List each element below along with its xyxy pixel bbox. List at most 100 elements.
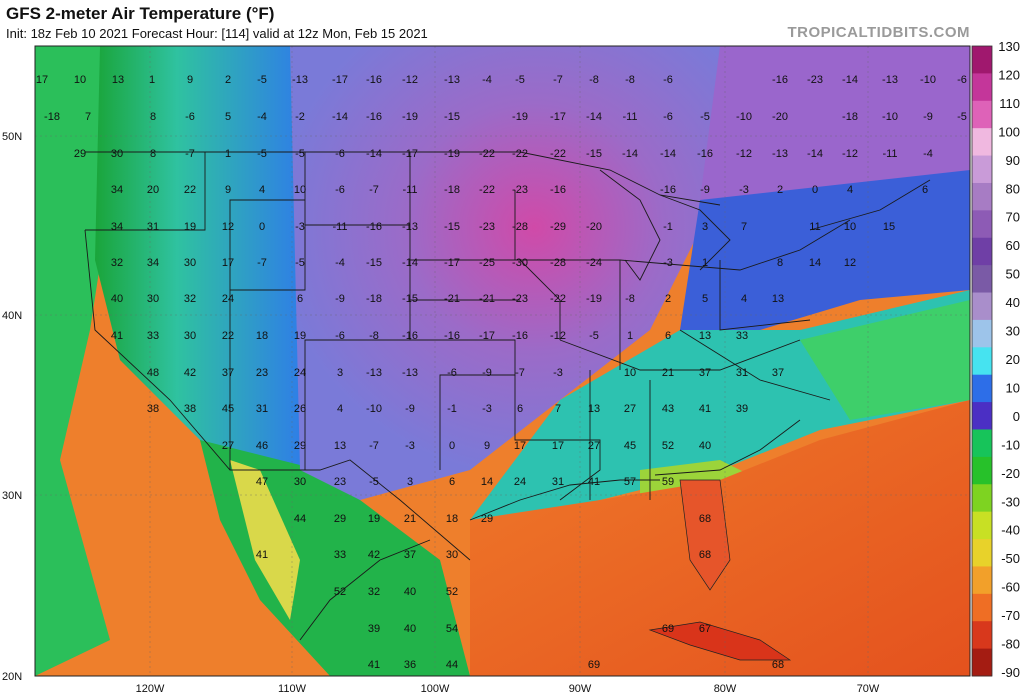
colorbar-tick-label: 50	[1006, 267, 1020, 282]
temperature-value: 17	[222, 257, 234, 269]
temperature-value: 3	[702, 221, 708, 233]
temperature-value: 19	[184, 221, 196, 233]
temperature-value: 0	[812, 184, 818, 196]
temperature-value: 31	[256, 403, 268, 415]
colorbar-tick-label: 40	[1006, 295, 1020, 310]
temperature-value: -4	[482, 74, 492, 86]
colorbar-swatch	[972, 155, 992, 184]
temperature-value: 41	[699, 403, 711, 415]
temperature-value: -23	[512, 293, 528, 305]
temperature-value: -7	[369, 184, 379, 196]
temperature-value: -19	[444, 148, 460, 160]
colorbar-swatch	[972, 347, 992, 376]
temperature-value: 10	[74, 74, 86, 86]
temperature-value: -23	[807, 74, 823, 86]
temperature-value: 11	[809, 221, 820, 233]
temperature-value: -3	[295, 221, 305, 233]
temperature-value: 59	[662, 476, 674, 488]
temperature-value: 52	[446, 586, 458, 598]
temperature-value: 33	[147, 330, 159, 342]
temperature-value: 14	[809, 257, 821, 269]
temperature-value: 3	[337, 367, 343, 379]
colorbar-tick-label: -60	[1001, 580, 1020, 595]
temperature-value: 29	[481, 513, 493, 525]
temperature-value: -18	[444, 184, 460, 196]
temperature-value: -13	[882, 74, 898, 86]
temperature-value: -12	[736, 148, 752, 160]
temperature-value: 0	[259, 221, 265, 233]
temperature-value: 30	[111, 148, 123, 160]
lat-label: 50N	[2, 131, 22, 143]
colorbar-tick-label: 0	[1013, 409, 1020, 424]
map-subtitle: Init: 18z Feb 10 2021 Forecast Hour: [11…	[6, 26, 428, 41]
colorbar-swatch	[972, 593, 992, 622]
temperature-value: 21	[662, 367, 674, 379]
temperature-value: 22	[184, 184, 196, 196]
temperature-value: -5	[589, 330, 599, 342]
map-frame	[34, 45, 971, 677]
temperature-value: 21	[404, 513, 416, 525]
temperature-value: 13	[699, 330, 711, 342]
temperature-value: -16	[772, 74, 788, 86]
temperature-value: 23	[334, 476, 346, 488]
colorbar-tick-label: 30	[1006, 324, 1020, 339]
temperature-value: -5	[700, 111, 710, 123]
temperature-value: 1	[225, 148, 231, 160]
temperature-value: 2	[777, 184, 783, 196]
temperature-value: 17	[36, 74, 48, 86]
temperature-value: 9	[484, 440, 490, 452]
temperature-value: -7	[553, 74, 563, 86]
temperature-value: 26	[294, 403, 306, 415]
temperature-value: 23	[256, 367, 268, 379]
temperature-value: -5	[295, 257, 305, 269]
temperature-value: 4	[741, 293, 747, 305]
map-fill	[35, 46, 970, 676]
colorbar-tick-label: -50	[1001, 551, 1020, 566]
temperature-value: -16	[444, 330, 460, 342]
temperature-value: -12	[550, 330, 566, 342]
temperature-value: -6	[663, 111, 673, 123]
temperature-value: -9	[405, 403, 415, 415]
temperature-value: -17	[444, 257, 460, 269]
temperature-value: 45	[624, 440, 636, 452]
temperature-value: -10	[882, 111, 898, 123]
temperature-value: -11	[402, 184, 417, 196]
temperature-value: -1	[663, 221, 673, 233]
temperature-value: -16	[550, 184, 566, 196]
temperature-value: 6	[517, 403, 523, 415]
temperature-value: -28	[512, 221, 528, 233]
temperature-value: -5	[257, 74, 267, 86]
temperature-value: 19	[294, 330, 306, 342]
temperature-value: -5	[257, 148, 267, 160]
temperature-value: 31	[552, 476, 564, 488]
colorbar-swatch	[972, 566, 992, 595]
temperature-value: 38	[184, 403, 196, 415]
temperature-value: 9	[187, 74, 193, 86]
temperature-value: -14	[586, 111, 602, 123]
temperature-value: 40	[111, 293, 123, 305]
temperature-value: -18	[842, 111, 858, 123]
temperature-value: 39	[736, 403, 748, 415]
temperature-value: 8	[150, 148, 156, 160]
temperature-value: -4	[335, 257, 345, 269]
colorbar-swatch	[972, 456, 992, 485]
temperature-value: -9	[700, 184, 710, 196]
temperature-value: -6	[185, 111, 195, 123]
temperature-value: -15	[444, 111, 460, 123]
temperature-value: 24	[514, 476, 526, 488]
temperature-value: -22	[479, 148, 495, 160]
temperature-value: 24	[222, 293, 234, 305]
colorbar-swatch	[972, 511, 992, 540]
colorbar: 1301201101009080706050403020100-10-20-30…	[971, 39, 1020, 680]
temperature-value: 13	[112, 74, 124, 86]
temperature-value: 69	[662, 623, 674, 635]
colorbar-tick-label: -20	[1001, 466, 1020, 481]
temperature-value: -2	[295, 111, 305, 123]
temperature-value: 30	[184, 257, 196, 269]
temperature-value: -9	[923, 111, 933, 123]
temperature-value: -8	[625, 74, 635, 86]
lon-label: 90W	[569, 683, 592, 695]
temperature-value: -11	[882, 148, 897, 160]
temperature-value: 10	[844, 221, 856, 233]
temperature-value: 30	[446, 549, 458, 561]
